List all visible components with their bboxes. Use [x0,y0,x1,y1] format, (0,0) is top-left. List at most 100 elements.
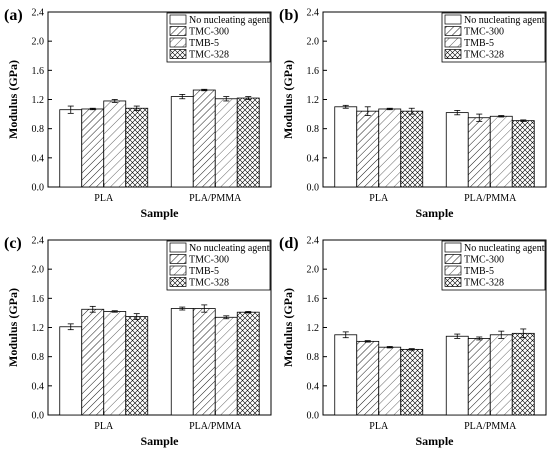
y-tick-label: 0.0 [32,183,45,194]
bar [125,107,149,188]
y-tick-label: 1.2 [307,323,320,334]
x-axis-title: Sample [140,206,179,220]
legend-swatch [169,277,187,287]
y-tick-label: 2.4 [32,8,45,19]
bar [334,106,358,188]
x-axis-title: Sample [415,206,454,220]
x-tick-label: PLA [369,421,389,432]
legend-label: TMC-328 [464,278,504,289]
y-tick-label: 2.4 [307,236,320,247]
bar [81,108,105,188]
bar [192,308,216,416]
y-tick-label: 2.0 [32,37,45,48]
y-tick-label: 0.0 [307,411,320,422]
legend-swatch [444,265,462,276]
bar [400,348,424,416]
chart-panel: (b) 0.0 0.4 0.8 1.2 1.6 2.0 2.4 PLA PLA/PMMA Sampl… [279,7,547,220]
legend-label: TMC-300 [464,27,504,38]
legend-swatch [444,254,462,264]
y-axis-title: Modulus (GPa) [6,288,20,367]
legend-label: No nucleating agent [464,15,545,26]
bar [236,311,260,416]
y-tick-label: 2.0 [307,265,320,276]
bar [378,346,402,416]
y-tick-label: 2.0 [307,37,320,48]
bar [214,98,238,188]
legend-swatch [444,242,462,253]
bar [356,340,380,416]
y-tick-label: 0.4 [32,381,45,392]
y-tick-label: 1.6 [32,294,45,305]
y-tick-label: 1.6 [32,66,45,77]
legend-label: TMB-5 [464,38,494,49]
bar [236,97,260,188]
bar [59,109,83,188]
x-tick-label: PLA/PMMA [189,193,242,204]
bar [511,120,535,188]
legend-swatch [169,37,187,48]
x-axis-title: Sample [415,434,454,448]
y-tick-label: 1.2 [307,95,320,106]
y-axis-title: Modulus (GPa) [281,60,295,139]
y-tick-label: 0.8 [32,124,45,135]
legend-label: TMC-328 [464,50,504,61]
x-tick-label: PLA [94,421,114,432]
bar [356,110,380,188]
legend-label: TMC-328 [189,50,229,61]
x-axis-title: Sample [140,434,179,448]
y-tick-label: 0.8 [32,352,45,363]
bar [192,89,216,188]
bar [467,117,491,188]
legend-label: TMB-5 [189,266,219,277]
panel-label: (b) [279,7,299,24]
y-tick-label: 0.4 [32,153,45,164]
panel-label: (c) [4,235,22,252]
x-tick-label: PLA [369,193,389,204]
bar [511,332,535,416]
bar [400,110,424,188]
bar [125,316,149,416]
legend-swatch [444,26,462,36]
bar [489,334,513,416]
y-tick-label: 1.6 [307,66,320,77]
bar [334,334,358,416]
legend-swatch [169,254,187,264]
bar [103,311,127,416]
y-tick-label: 0.8 [307,124,320,135]
plot-frame [322,11,547,188]
bar [170,96,194,188]
legend-label: TMC-328 [189,278,229,289]
y-tick-label: 2.4 [32,236,45,247]
bar [445,112,469,188]
bar [103,100,127,188]
bar [467,338,491,416]
legend-label: No nucleating agent [189,243,270,254]
legend-swatch [444,49,462,59]
plot-frame [322,239,547,416]
bar [378,108,402,188]
legend-label: TMC-300 [189,255,229,266]
x-tick-label: PLA [94,193,114,204]
bar [445,335,469,416]
plot-frame [47,239,272,416]
legend-label: TMB-5 [189,38,219,49]
y-axis-title: Modulus (GPa) [6,60,20,139]
legend-swatch [169,26,187,36]
y-axis-title: Modulus (GPa) [281,288,295,367]
bar [59,326,83,416]
legend-swatch [169,242,187,253]
legend-swatch [444,277,462,287]
legend-label: No nucleating agent [464,243,545,254]
legend-swatch [444,14,462,25]
y-tick-label: 0.4 [307,381,320,392]
panel-label: (d) [279,235,299,252]
legend-label: TMB-5 [464,266,494,277]
y-tick-label: 0.0 [32,411,45,422]
bar [489,115,513,188]
legend-label: No nucleating agent [189,15,270,26]
legend-swatch [169,49,187,59]
legend-label: TMC-300 [189,27,229,38]
y-tick-label: 2.4 [307,8,320,19]
bar [81,308,105,416]
